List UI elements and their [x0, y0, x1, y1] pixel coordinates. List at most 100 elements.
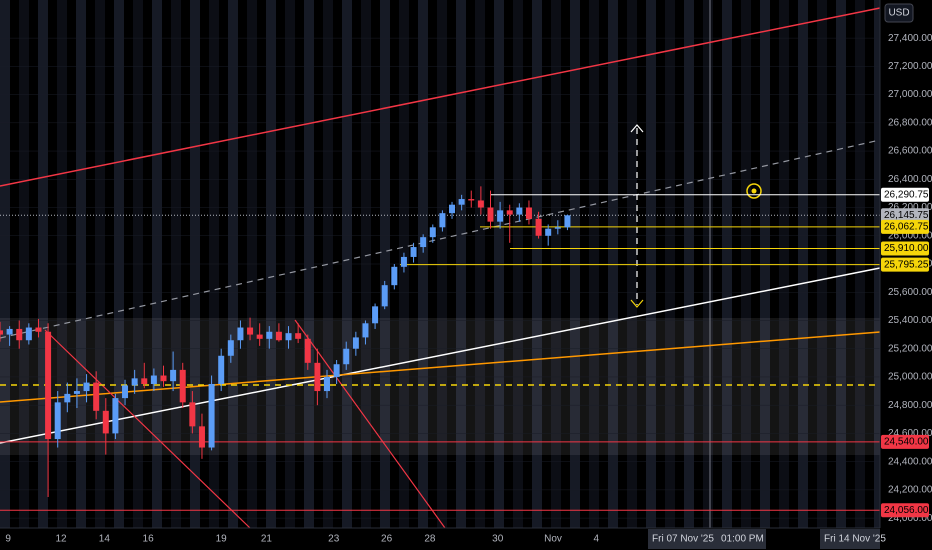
crosshair-label: 01:00 PM [721, 534, 764, 545]
crosshair-label-box [820, 529, 880, 549]
candle-body [131, 378, 138, 386]
candle-body [429, 227, 436, 238]
price-label: 24,540.00 [884, 437, 929, 448]
grid [0, 37, 880, 531]
candle-body [449, 204, 456, 214]
candle-body [179, 369, 186, 403]
candle-body [391, 266, 398, 286]
candle-body [516, 207, 523, 215]
candle-body [285, 333, 292, 341]
candle-body [141, 378, 148, 384]
candle-body [112, 398, 119, 434]
y-tick-label: 27,400.00 [888, 33, 932, 44]
candle-body [439, 213, 446, 228]
x-tick-label: 23 [328, 534, 340, 545]
crosshair-label: Fri 07 Nov '25 [652, 534, 714, 545]
candle-body [16, 328, 23, 341]
price-label: 26,290.75 [884, 189, 929, 200]
candle-body [189, 402, 196, 427]
candle-body [535, 218, 542, 236]
y-tick-label: 26,000.00 [888, 230, 932, 241]
candle-body [525, 207, 532, 219]
y-tick-label: 26,200.00 [888, 202, 932, 213]
y-tick-label: 26,400.00 [888, 174, 932, 185]
price-label: 24,056.00 [884, 505, 929, 516]
y-tick-label: 24,800.00 [888, 400, 932, 411]
y-tick-label: 26,800.00 [888, 117, 932, 128]
candle-body [54, 402, 61, 440]
candle-body [247, 327, 254, 335]
price-label-box [881, 257, 929, 272]
y-tick-label: 26,600.00 [888, 146, 932, 157]
x-tick-label: 21 [261, 534, 273, 545]
candle-body [73, 391, 80, 394]
candle-body [122, 385, 129, 399]
crosshair-label: Fri 14 Nov '25 [824, 534, 886, 545]
x-tick-label: 30 [492, 534, 504, 545]
candle-body [256, 334, 263, 339]
x-tick-label: 26 [381, 534, 393, 545]
candle-body [275, 331, 282, 341]
x-tick-label: 19 [216, 534, 228, 545]
y-tick-label: 27,200.00 [888, 61, 932, 72]
candle-body [564, 215, 571, 228]
x-tick-label: 9 [5, 534, 11, 545]
candle-body [362, 323, 369, 338]
y-tick-label: 24,400.00 [888, 456, 932, 467]
candle-body [25, 327, 32, 341]
trend-line [0, 139, 881, 339]
x-tick-label: 4 [594, 534, 600, 545]
candle-body [102, 410, 109, 434]
price-label: 25,795.25 [884, 259, 929, 270]
crosshair-label-box [648, 529, 766, 549]
alert-icon [746, 183, 762, 199]
candle-body [381, 285, 388, 307]
candle-body [420, 237, 427, 248]
y-tick-label: 27,000.00 [888, 89, 932, 100]
candle-body [352, 337, 359, 349]
x-tick-label: Nov [544, 534, 562, 545]
currency: USD [888, 8, 909, 19]
time-axis [0, 528, 932, 550]
candle-body [35, 327, 42, 332]
price-label: 26,062.75 [884, 222, 929, 233]
candle-body [64, 393, 71, 403]
y-tick-label: 25,200.00 [888, 343, 932, 354]
axes: 24,000.00 24,200.00 24,400.00 24,600.00 24,8… [5, 33, 932, 549]
candle-body [295, 333, 302, 339]
price-label: 25,910.00 [884, 243, 929, 254]
trend-line [0, 331, 881, 403]
y-tick-label: 25,600.00 [888, 287, 932, 298]
candle-body [160, 375, 167, 382]
candle-body [208, 384, 215, 448]
currency-box[interactable] [884, 3, 914, 23]
candle-body [6, 328, 13, 335]
candle-body [468, 199, 475, 201]
alert-dot [751, 188, 757, 194]
price-label-box [881, 434, 929, 449]
candle-body [45, 331, 52, 440]
y-tick-label: 25,400.00 [888, 315, 932, 326]
price-label-box [881, 503, 929, 518]
x-tick-label: 14 [99, 534, 111, 545]
candle-body [93, 382, 100, 411]
candles [0, 186, 880, 511]
candle-body [237, 327, 244, 341]
candle-body [150, 375, 157, 384]
candle-body [410, 247, 417, 257]
y-tick-label: 24,600.00 [888, 428, 932, 439]
candle-body [545, 228, 552, 236]
candle-body [372, 306, 379, 324]
candle-body [506, 210, 513, 215]
price-label-box [881, 208, 929, 223]
price-axis [880, 0, 932, 550]
trend-line [0, 7, 881, 187]
trend-line [294, 319, 446, 529]
candle-body [227, 340, 234, 356]
candle-body [170, 369, 177, 382]
price-label-box [881, 241, 929, 256]
x-tick-label: 12 [56, 534, 68, 545]
x-tick-label: 28 [424, 534, 436, 545]
candle-body [198, 426, 205, 448]
